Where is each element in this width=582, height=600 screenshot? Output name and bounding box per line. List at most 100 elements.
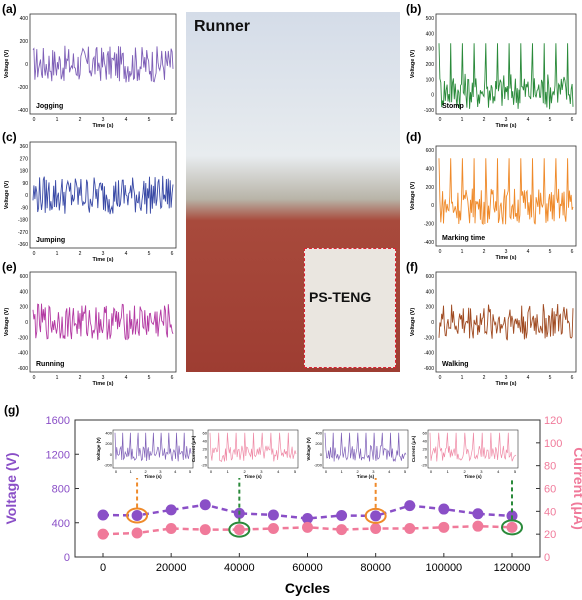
- data-point-right: [472, 520, 484, 532]
- ytick-label: 180: [20, 169, 29, 175]
- xtick-label: 1: [56, 117, 59, 123]
- ytick-label: -600: [18, 366, 28, 372]
- inset-ytick: -200: [104, 463, 113, 468]
- xtick-label: 0: [439, 375, 442, 381]
- data-point-right: [404, 522, 416, 534]
- runner-photo: Runner PS-TENG: [186, 12, 400, 372]
- y-axis-label: Voltage (V): [410, 182, 416, 210]
- data-point-left: [199, 499, 211, 511]
- xtick-label: 4: [527, 117, 530, 123]
- ytick-label: 600: [426, 148, 435, 154]
- inset-xtick: 3: [260, 469, 263, 474]
- x-axis-label: Time (s): [496, 255, 517, 261]
- inset-xtick: 3: [480, 469, 483, 474]
- ytick-label: -200: [424, 335, 434, 341]
- inset-waveform: [114, 432, 192, 462]
- inset-ytick: 60: [203, 431, 208, 436]
- left-tick-label: 1200: [46, 449, 70, 461]
- left-tick-label: 0: [64, 552, 70, 564]
- inset-ytick: 20: [203, 447, 208, 452]
- xtick-label: 6: [571, 249, 574, 255]
- left-axis-title: Voltage (V): [3, 452, 19, 524]
- y-axis-label: Voltage (V): [4, 50, 10, 78]
- inset-waveform: [209, 432, 297, 462]
- inset-ytick: -20: [201, 463, 208, 468]
- data-point-right: [233, 524, 245, 536]
- inset-ytick: 60: [423, 431, 428, 436]
- y-axis-label: Voltage (V): [4, 308, 10, 336]
- x-axis-label: Time (s): [93, 257, 114, 263]
- right-tick-label: 120: [544, 415, 562, 427]
- ytick-label: -200: [424, 222, 434, 228]
- xtick-label: 0: [33, 251, 36, 257]
- xtick-label: 1: [461, 375, 464, 381]
- data-point-left: [370, 510, 382, 522]
- ytick-label: -200: [18, 85, 28, 91]
- x-tick-label: 40000: [224, 562, 255, 574]
- inset-xlabel: Time (s): [244, 474, 262, 479]
- xtick-label: 3: [102, 117, 105, 123]
- inset-xtick: 2: [356, 469, 359, 474]
- waveform-name-d: Marking time: [442, 235, 485, 242]
- inset-ytick: -20: [421, 463, 428, 468]
- data-point-left: [302, 512, 313, 524]
- inset-xtick: 5: [514, 469, 517, 474]
- right-tick-label: 0: [544, 552, 550, 564]
- inset-xtick: 5: [404, 469, 407, 474]
- inset-ytick: 400: [105, 431, 112, 436]
- waveform-e: [32, 303, 174, 341]
- xtick-label: 4: [125, 117, 128, 123]
- highlight-ellipse: [501, 519, 523, 536]
- xtick-label: 0: [439, 249, 442, 255]
- inset-xtick: 4: [497, 469, 500, 474]
- data-point-left: [336, 509, 348, 521]
- xtick-label: 5: [148, 251, 151, 257]
- ytick-label: 400: [426, 289, 435, 295]
- ytick-label: 600: [426, 274, 435, 280]
- ytick-label: 270: [20, 156, 29, 162]
- panel-label-e: (e): [2, 260, 17, 274]
- waveform-name-c: Jumping: [36, 237, 65, 244]
- waveform-name-a: Jogging: [36, 103, 63, 110]
- xtick-label: 4: [527, 249, 530, 255]
- inset-ytick: 20: [423, 447, 428, 452]
- data-point-right: [438, 521, 450, 533]
- xtick-label: 4: [125, 251, 128, 257]
- ytick-label: -400: [18, 351, 28, 357]
- waveform-f: [438, 303, 574, 341]
- ytick-label: -180: [18, 218, 28, 224]
- inset-xtick: 4: [277, 469, 280, 474]
- inset-xlabel: Time (s): [357, 474, 375, 479]
- xtick-label: 5: [549, 117, 552, 123]
- ytick-label: -400: [424, 351, 434, 357]
- right-tick-label: 100: [544, 438, 562, 450]
- waveform-b: [438, 43, 574, 110]
- data-point-right: [199, 524, 211, 536]
- ytick-label: 90: [22, 181, 28, 187]
- inset-ytick: 200: [315, 441, 322, 446]
- inset-xtick: 4: [174, 469, 177, 474]
- panel-frame-b: [435, 13, 577, 115]
- data-point-right: [302, 521, 313, 533]
- ytick-label: -400: [424, 240, 434, 246]
- xtick-label: 0: [33, 375, 36, 381]
- x-axis-label: Time (s): [93, 123, 114, 129]
- data-point-left: [97, 509, 109, 521]
- inset-ytick: 0: [205, 455, 208, 460]
- data-point-right: [370, 522, 382, 534]
- ytick-label: 300: [426, 47, 435, 53]
- inset-xtick: 1: [447, 469, 450, 474]
- ytick-label: -360: [18, 242, 28, 248]
- x-axis-label: Time (s): [93, 381, 114, 387]
- ytick-label: -200: [18, 335, 28, 341]
- inset-xtick: 0: [210, 469, 213, 474]
- ps-teng-inset: PS-TENG: [304, 248, 396, 368]
- data-point-right: [165, 522, 177, 534]
- xtick-label: 5: [148, 117, 151, 123]
- ytick-label: 200: [20, 39, 29, 45]
- inset-ylabel: Voltage (V): [306, 437, 311, 461]
- inset-xtick: 2: [243, 469, 246, 474]
- inset-xtick: 0: [115, 469, 118, 474]
- inset-ylabel: Voltage (V): [96, 437, 101, 461]
